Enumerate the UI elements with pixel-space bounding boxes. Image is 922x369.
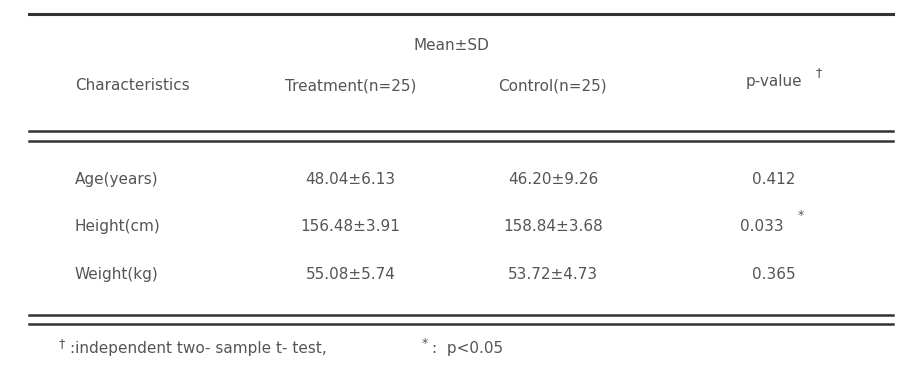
Text: 0.412: 0.412 <box>751 172 795 186</box>
Text: 46.20±9.26: 46.20±9.26 <box>508 172 598 186</box>
Text: p-value: p-value <box>745 75 802 89</box>
Text: Control(n=25): Control(n=25) <box>499 78 608 93</box>
Text: *: * <box>421 337 428 350</box>
Text: Age(years): Age(years) <box>75 172 159 186</box>
Text: 55.08±5.74: 55.08±5.74 <box>306 267 396 282</box>
Text: †: † <box>58 337 65 350</box>
Text: Mean±SD: Mean±SD <box>414 38 490 53</box>
Text: 0.033: 0.033 <box>739 219 784 234</box>
Text: 156.48±3.91: 156.48±3.91 <box>301 219 401 234</box>
Text: Characteristics: Characteristics <box>75 78 190 93</box>
Text: :independent two- sample t- test,: :independent two- sample t- test, <box>70 341 337 356</box>
Text: 48.04±6.13: 48.04±6.13 <box>305 172 396 186</box>
Text: Height(cm): Height(cm) <box>75 219 160 234</box>
Text: Treatment(n=25): Treatment(n=25) <box>285 78 417 93</box>
Text: :  p<0.05: : p<0.05 <box>431 341 502 356</box>
Text: 53.72±4.73: 53.72±4.73 <box>508 267 598 282</box>
Text: Weight(kg): Weight(kg) <box>75 267 159 282</box>
Text: 0.365: 0.365 <box>751 267 796 282</box>
Text: 158.84±3.68: 158.84±3.68 <box>503 219 603 234</box>
Text: *: * <box>798 209 804 222</box>
Text: †: † <box>816 66 822 79</box>
